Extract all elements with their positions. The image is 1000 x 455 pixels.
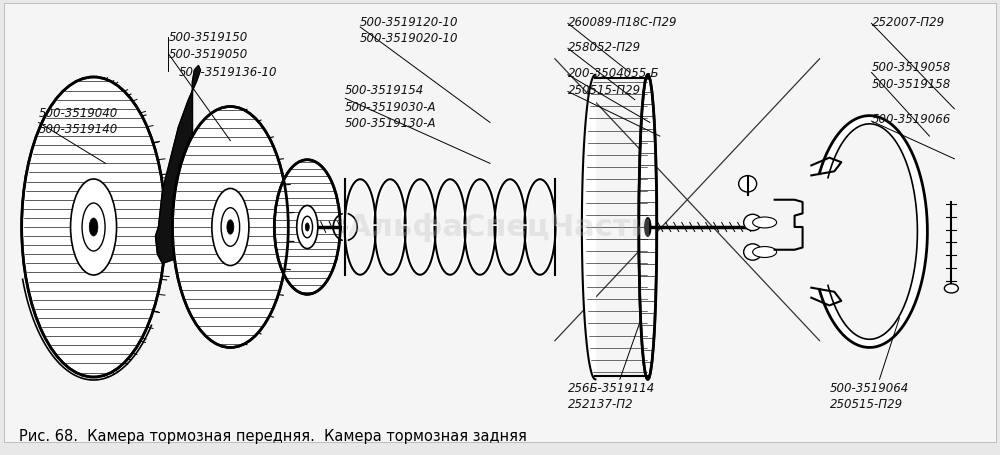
Ellipse shape xyxy=(639,76,657,379)
Ellipse shape xyxy=(227,220,234,235)
Text: 258052-П29: 258052-П29 xyxy=(568,40,641,53)
Ellipse shape xyxy=(22,78,165,377)
Text: 250515-П29: 250515-П29 xyxy=(830,397,903,410)
Ellipse shape xyxy=(645,218,651,237)
Polygon shape xyxy=(811,288,841,306)
Ellipse shape xyxy=(744,215,762,231)
Ellipse shape xyxy=(944,284,958,293)
Ellipse shape xyxy=(753,217,777,228)
Text: 252007-П29: 252007-П29 xyxy=(871,15,945,29)
Text: АльфаСпецЧасти: АльфаСпецЧасти xyxy=(348,213,652,242)
Text: 500-3519058: 500-3519058 xyxy=(871,61,951,74)
Polygon shape xyxy=(155,66,200,264)
Text: 260089-П18С-П29: 260089-П18С-П29 xyxy=(568,15,677,29)
Text: 500-3519140: 500-3519140 xyxy=(39,122,118,136)
Text: 250515-П29: 250515-П29 xyxy=(568,84,641,96)
Text: 500-3519050: 500-3519050 xyxy=(168,48,248,61)
Text: 200-3504055-Б: 200-3504055-Б xyxy=(568,67,659,80)
Text: 500-3519158: 500-3519158 xyxy=(871,78,951,91)
Ellipse shape xyxy=(739,176,757,192)
Ellipse shape xyxy=(333,214,357,241)
Ellipse shape xyxy=(82,203,105,252)
Polygon shape xyxy=(811,158,841,176)
Ellipse shape xyxy=(305,223,309,232)
Text: 500-3519136-10: 500-3519136-10 xyxy=(178,66,277,78)
Ellipse shape xyxy=(302,217,313,238)
Ellipse shape xyxy=(753,247,777,258)
Ellipse shape xyxy=(274,160,340,295)
Text: 500-3519150: 500-3519150 xyxy=(168,31,248,45)
Ellipse shape xyxy=(212,189,249,266)
Text: 500-3519030-А: 500-3519030-А xyxy=(345,101,437,113)
Ellipse shape xyxy=(221,208,240,247)
Polygon shape xyxy=(819,116,927,348)
Text: 252137-П2: 252137-П2 xyxy=(568,397,634,410)
Text: 256Б-3519114: 256Б-3519114 xyxy=(568,381,655,394)
Polygon shape xyxy=(582,76,595,379)
Text: 500-3519154: 500-3519154 xyxy=(345,84,424,96)
FancyBboxPatch shape xyxy=(4,4,996,442)
Ellipse shape xyxy=(71,180,117,275)
Ellipse shape xyxy=(89,218,98,237)
Text: 500-3519130-А: 500-3519130-А xyxy=(345,117,437,130)
Text: 500-3519120-10: 500-3519120-10 xyxy=(360,15,459,29)
Ellipse shape xyxy=(744,244,762,261)
Text: 500-3519066: 500-3519066 xyxy=(871,113,951,126)
Text: 500-3519064: 500-3519064 xyxy=(830,381,909,394)
Text: 500-3519040: 500-3519040 xyxy=(39,107,118,120)
Text: 500-3519020-10: 500-3519020-10 xyxy=(360,32,459,46)
Ellipse shape xyxy=(172,107,288,348)
Text: Рис. 68.  Камера тормозная передняя.  Камера тормозная задняя: Рис. 68. Камера тормозная передняя. Каме… xyxy=(19,428,527,443)
Ellipse shape xyxy=(297,206,318,249)
